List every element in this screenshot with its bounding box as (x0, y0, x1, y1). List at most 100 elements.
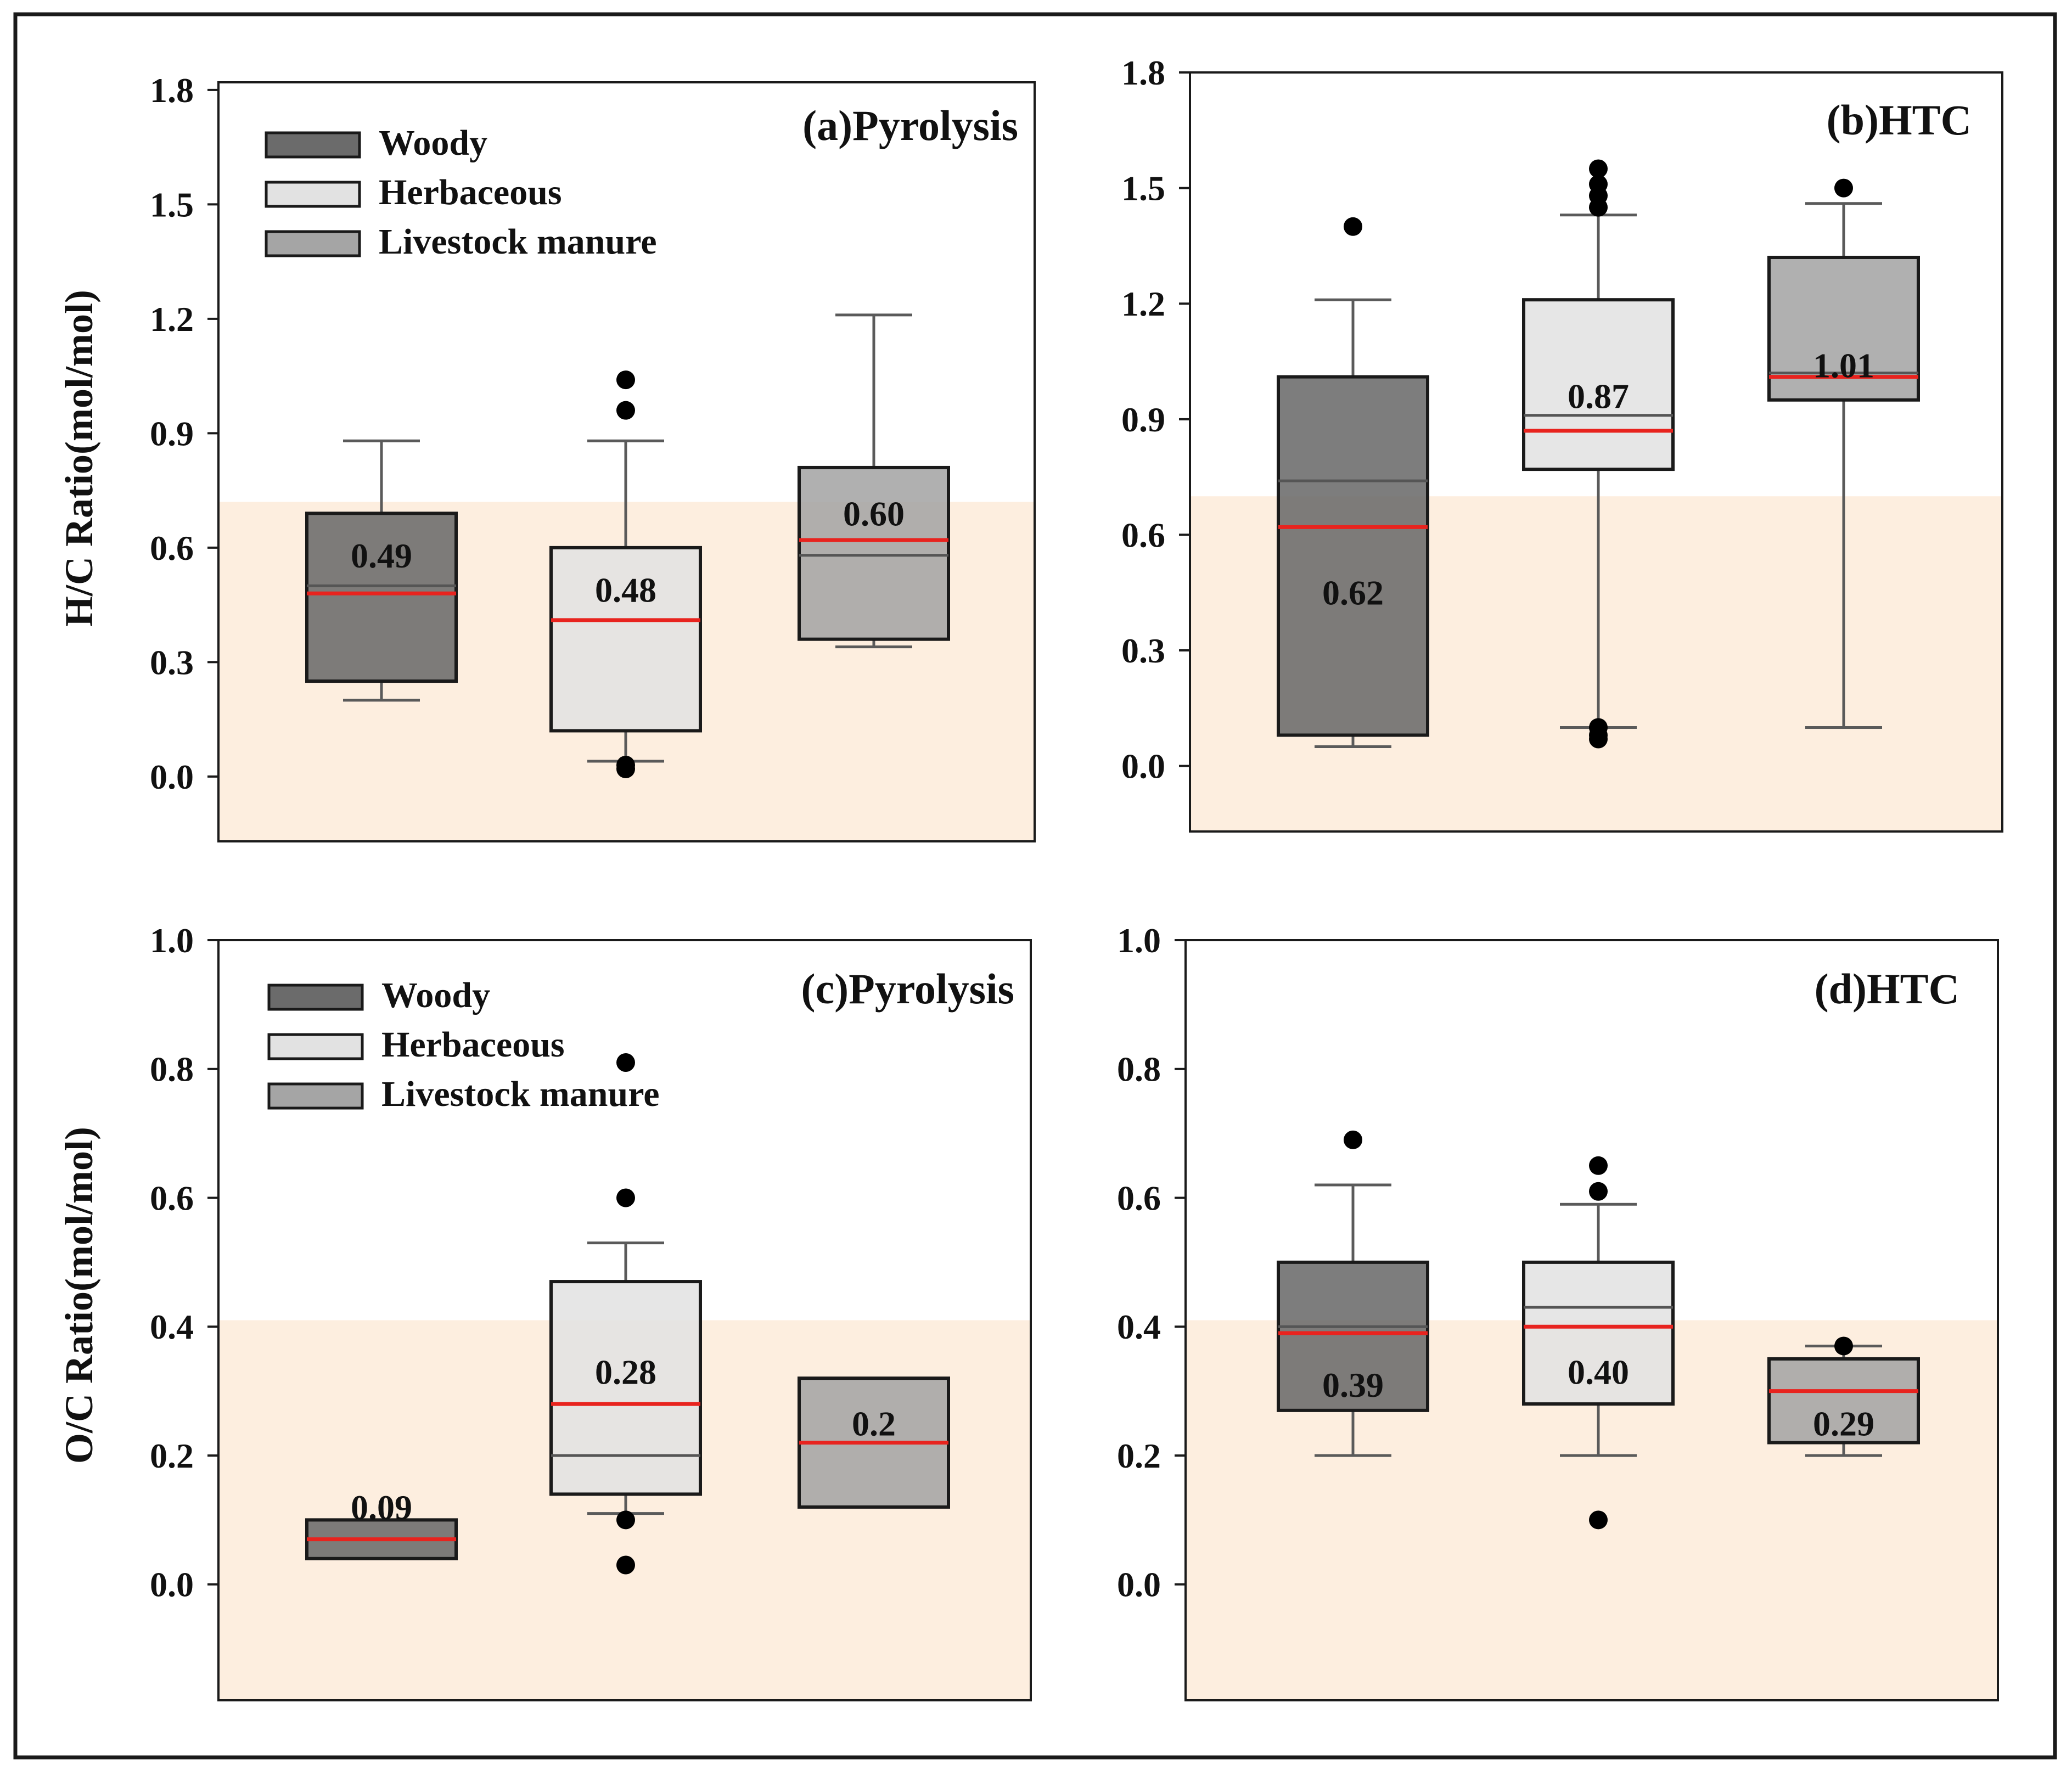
outlier-point (616, 1555, 635, 1575)
panel-title: (b)HTC (1827, 96, 1972, 144)
panel-title: (a)Pyrolysis (802, 102, 1018, 149)
box-body (798, 465, 950, 641)
outlier-point (616, 401, 635, 420)
value-label: 0.87 (1568, 377, 1629, 416)
y-tick-label: 0.0 (1121, 747, 1165, 786)
outlier-point (616, 370, 635, 390)
panels: 0.0 0.3 0.6 0.9 1.2 1.5 1.8 (a)Pyrolysis Woody He… (150, 53, 2003, 1701)
y-tick-label: 0.6 (150, 1178, 194, 1217)
y-tick-label: 1.0 (150, 921, 194, 960)
legend-label: Livestock manure (379, 222, 657, 262)
box-livestock-manure: 1.01 (1767, 178, 1920, 729)
legend: Woody Herbaceous Livestock manure (265, 123, 657, 262)
y-tick-label: 0.4 (150, 1307, 194, 1346)
outlier-point (616, 759, 635, 778)
box-woody: 0.62 (1277, 217, 1429, 749)
box-herbaceous: 0.87 (1522, 159, 1675, 749)
box-woody: 0.39 (1277, 1130, 1429, 1457)
legend-label: Woody (381, 975, 490, 1015)
y-tick-label: 0.3 (150, 643, 194, 682)
legend-swatch-livestock-manure (267, 1082, 364, 1110)
legend-label: Herbaceous (379, 172, 562, 212)
outlier-point (616, 1053, 635, 1072)
y-tick-label: 0.0 (150, 757, 194, 796)
panel-title: (c)Pyrolysis (801, 965, 1014, 1013)
box-body (1277, 1260, 1429, 1412)
outlier-point (1589, 1182, 1608, 1201)
outlier-point (1589, 729, 1608, 749)
y-tick-label: 1.0 (1117, 921, 1161, 960)
outlier-point (616, 1510, 635, 1530)
outlier-point (1589, 198, 1608, 217)
outlier-point (1834, 1336, 1853, 1356)
y-tick-label: 0.6 (150, 529, 194, 567)
box-herbaceous: 0.48 (549, 370, 702, 778)
outlier-point (1344, 1130, 1362, 1149)
ylabel-top: H/C Ratio(mol/mol) (57, 290, 101, 627)
box-body (549, 1280, 702, 1496)
axes-frame (217, 939, 1032, 1701)
y-tick-label: 0.8 (1117, 1050, 1161, 1089)
box-body (1767, 1357, 1920, 1445)
legend-label: Livestock manure (381, 1074, 660, 1114)
legend-label: Herbaceous (381, 1025, 565, 1065)
axes-frame (1189, 71, 2003, 833)
panel-3: 0.0 0.2 0.4 0.6 0.8 1.0 (c)Pyrolysis Woody Herba… (150, 921, 1032, 1701)
y-tick-label: 1.2 (1121, 284, 1165, 323)
box-body (1277, 375, 1429, 737)
y-tick-label: 0.3 (1121, 631, 1165, 670)
outlier-point (616, 1188, 635, 1207)
value-label: 0.60 (843, 494, 905, 533)
legend-swatch-woody (265, 131, 361, 159)
y-tick-label: 0.4 (1117, 1307, 1161, 1346)
box-herbaceous: 0.28 (549, 1053, 702, 1575)
box-woody: 0.49 (305, 439, 458, 702)
outlier-point (1589, 159, 1608, 178)
y-tick-label: 1.5 (1121, 169, 1165, 208)
box-body (1522, 298, 1675, 471)
y-tick-label: 0.0 (1117, 1565, 1161, 1604)
legend-label: Woody (379, 123, 487, 163)
value-label: 0.28 (595, 1352, 656, 1391)
outlier-point (1589, 1510, 1608, 1530)
outlier-point (1589, 1156, 1608, 1175)
panel-title: (d)HTC (1815, 965, 1959, 1013)
y-tick-label: 0.6 (1117, 1178, 1161, 1217)
ylabel-bottom: O/C Ratio(mol/mol) (57, 1127, 101, 1464)
box-woody: 0.09 (305, 1488, 458, 1560)
panel-2: 0.0 0.3 0.6 0.9 1.2 1.5 1.8 (b)HTC 0.62 0.87 1.01 (1121, 53, 2003, 833)
value-label: 0.09 (351, 1488, 412, 1527)
box-livestock-manure: 0.60 (798, 313, 950, 649)
panel-1: 0.0 0.3 0.6 0.9 1.2 1.5 1.8 (a)Pyrolysis Woody He… (150, 71, 1036, 842)
box-herbaceous: 0.40 (1522, 1156, 1675, 1530)
box-body (305, 512, 458, 683)
axes-frame (1184, 939, 1999, 1701)
y-tick-label: 0.0 (150, 1565, 194, 1604)
legend-swatch-herbaceous (267, 1033, 364, 1060)
value-label: 0.62 (1322, 574, 1384, 613)
value-label: 0.2 (852, 1404, 896, 1443)
value-label: 0.49 (351, 536, 412, 575)
y-tick-label: 1.8 (150, 71, 194, 110)
box-livestock-manure: 0.2 (798, 1376, 950, 1509)
outlier-point (1834, 178, 1853, 198)
y-tick-label: 0.8 (150, 1050, 194, 1089)
axes-frame (217, 81, 1036, 842)
y-tick-label: 0.2 (1117, 1436, 1161, 1475)
box-body (1522, 1260, 1675, 1406)
value-label: 0.40 (1568, 1352, 1629, 1391)
y-tick-label: 0.2 (150, 1436, 194, 1475)
panel-4: 0.0 0.2 0.4 0.6 0.8 1.0 (d)HTC 0.39 0.40 0.29 (1117, 921, 1999, 1701)
value-label: 1.01 (1813, 346, 1874, 385)
outlier-point (1344, 217, 1362, 236)
value-label: 0.29 (1813, 1404, 1874, 1443)
legend-swatch-woody (267, 984, 364, 1011)
y-tick-label: 0.9 (1121, 400, 1165, 439)
legend-swatch-livestock-manure (265, 230, 361, 257)
y-tick-label: 0.9 (150, 414, 194, 453)
value-label: 0.39 (1322, 1366, 1384, 1404)
legend: Woody Herbaceous Livestock manure (267, 975, 660, 1114)
figure-border (13, 12, 2057, 1760)
y-tick-label: 0.6 (1121, 515, 1165, 554)
